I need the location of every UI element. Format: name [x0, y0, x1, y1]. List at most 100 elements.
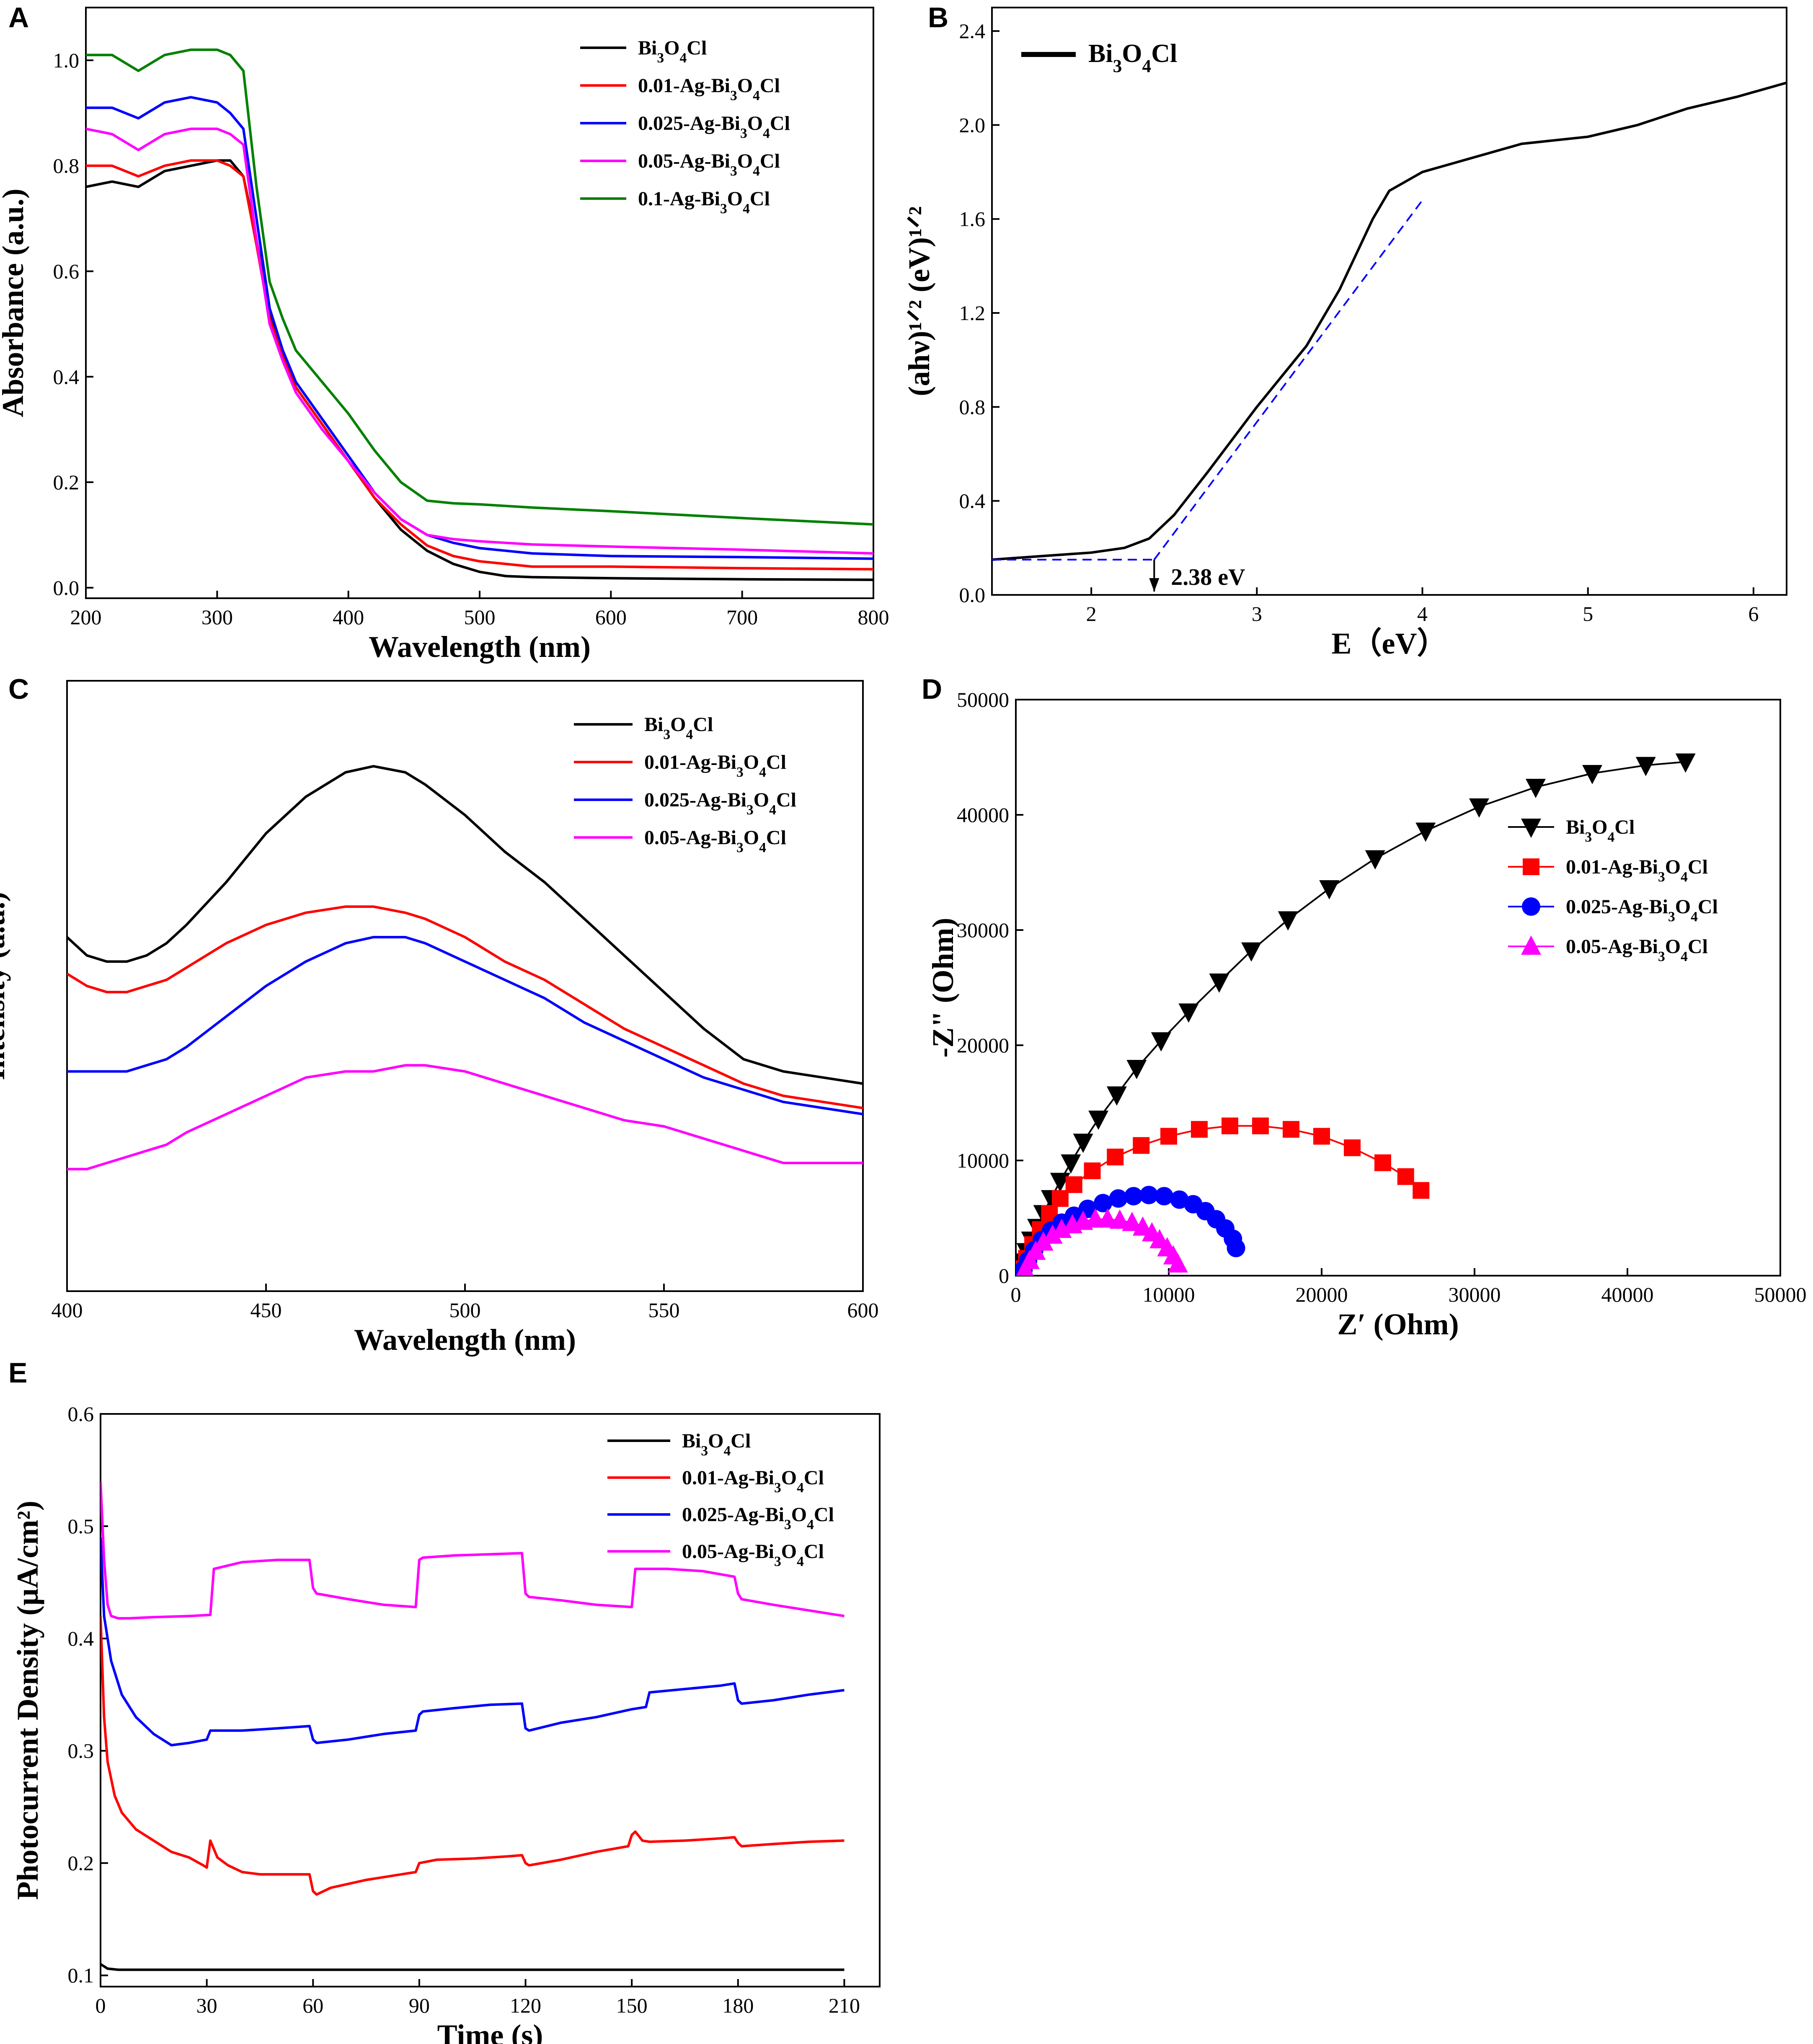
y-axis-label: (ahν)¹ᐟ² (eV)¹ᐟ²: [902, 206, 936, 396]
x-tick-label: 4: [1417, 602, 1428, 625]
x-tick-label: 0: [96, 1994, 106, 2017]
plot-frame: [100, 1413, 881, 1987]
x-axis-label: E（eV）: [1332, 627, 1447, 660]
x-tick-label: 400: [333, 605, 364, 629]
data-point: [1278, 911, 1298, 931]
x-tick-label: 500: [449, 1298, 481, 1322]
x-tick-label: 60: [302, 1994, 323, 2017]
series-line: [67, 935, 863, 1116]
x-tick-label: 50000: [1754, 1283, 1807, 1306]
data-point: [1635, 757, 1656, 776]
x-tick-label: 550: [648, 1298, 680, 1322]
data-point: [1133, 1137, 1150, 1154]
data-point: [1313, 1128, 1330, 1145]
y-tick-label: 0.3: [68, 1739, 94, 1762]
legend-label: 0.025-Ag-Bi3O4Cl: [644, 789, 796, 818]
data-point: [1344, 1139, 1361, 1156]
series-line: [86, 127, 873, 555]
data-point: [1675, 753, 1696, 773]
legend-label: 0.025-Ag-Bi3O4Cl: [682, 1504, 834, 1532]
y-tick-label: 40000: [957, 803, 1009, 827]
x-axis-label: Wavelength (nm): [354, 1323, 576, 1357]
plot-area: [67, 765, 863, 1171]
panel-c: C 400 450 500 550 600 Wavelength (nm) Intensity…: [0, 673, 879, 1357]
plot-frame: [1015, 699, 1781, 1277]
y-tick-label: 0: [999, 1264, 1009, 1287]
x-tick-label: 200: [70, 605, 102, 629]
y-tick-label: 50000: [957, 688, 1009, 711]
legend-label: 0.01-Ag-Bi3O4Cl: [638, 75, 780, 103]
plot-area: [1016, 753, 1696, 1276]
data-point: [1151, 1032, 1171, 1052]
data-point: [1122, 1212, 1142, 1231]
x-tick-label: 3: [1252, 602, 1262, 625]
y-tick-label: 10000: [957, 1149, 1009, 1172]
y-tick-label: 30000: [957, 918, 1009, 942]
y-axis-label: Intensity (a.u.): [0, 892, 11, 1080]
data-point: [1107, 1148, 1124, 1165]
y-axis-label: Absorbance (a.u.): [0, 189, 30, 417]
y-tick-label: 0.4: [959, 489, 986, 513]
data-point: [1167, 1253, 1188, 1273]
y-tick-label: 0.2: [68, 1851, 94, 1875]
series-line: [86, 48, 873, 526]
y-tick-label: 0.6: [53, 259, 80, 283]
data-point: [1094, 1194, 1113, 1212]
y-tick-label: 0.5: [68, 1514, 94, 1538]
legend-marker: [1523, 858, 1539, 875]
x-tick-label: 5: [1583, 602, 1593, 625]
data-point: [1252, 1117, 1269, 1134]
data-point: [1088, 1111, 1109, 1130]
panel-letter-e: E: [8, 1357, 27, 1389]
data-point: [1209, 973, 1229, 993]
y-tick-label: 0.6: [68, 1402, 94, 1426]
legend-label: Bi3O4Cl: [644, 713, 713, 742]
x-tick-label: 6: [1748, 602, 1759, 625]
legend-label: 0.05-Ag-Bi3O4Cl: [638, 150, 780, 179]
x-tick-label: 450: [251, 1298, 282, 1322]
series-line: [86, 159, 873, 571]
legend-marker: [1521, 935, 1541, 955]
y-tick-label: 0.8: [53, 154, 80, 178]
y-tick-label: 2.4: [959, 19, 986, 43]
series-line: [67, 1064, 863, 1171]
x-axis-label: Time (s): [437, 2018, 543, 2044]
panel-d: D 0 10000 20000 30000 40000 50000 0 10000 20000 30…: [922, 673, 1807, 1341]
y-tick-label: 1.6: [959, 207, 986, 231]
legend-label: 0.01-Ag-Bi3O4Cl: [644, 751, 786, 780]
series-line: [86, 96, 873, 560]
legend-label: 0.05-Ag-Bi3O4Cl: [644, 827, 786, 855]
x-tick-label: 210: [829, 1994, 860, 2017]
data-point: [1126, 1060, 1147, 1079]
x-tick-label: 120: [510, 1994, 541, 2017]
x-tick-label: 600: [595, 605, 627, 629]
legend-label: 0.05-Ag-Bi3O4Cl: [1566, 935, 1708, 964]
panel-e: E 0 30 60 90 120 150 180 210 0.1 0.2 0.3 0.4 0.5 0.6 Ti…: [8, 1357, 881, 2044]
y-tick-label: 2.0: [959, 113, 986, 137]
x-tick-label: 300: [201, 605, 233, 629]
x-axis-label: Z′ (Ohm): [1337, 1308, 1459, 1341]
series-line: [101, 1616, 845, 1896]
data-point: [1283, 1121, 1299, 1138]
y-tick-label: 0.4: [53, 365, 80, 388]
svg-text:Bi3O4Cl: Bi3O4Cl: [1088, 39, 1177, 76]
data-point: [1098, 1208, 1118, 1228]
x-tick-label: 20000: [1296, 1283, 1348, 1306]
x-tick-label: 150: [616, 1994, 648, 2017]
x-tick-label: 10000: [1143, 1283, 1195, 1306]
y-tick-label: 0.0: [959, 583, 986, 607]
series-line: [101, 1481, 845, 1620]
x-tick-label: 600: [847, 1298, 879, 1322]
data-point: [1124, 1187, 1143, 1206]
x-tick-label: 90: [409, 1994, 430, 2017]
series-line: [67, 765, 863, 1085]
y-tick-label: 1.0: [53, 49, 80, 72]
data-point: [1582, 765, 1603, 784]
series-line: [101, 1537, 845, 1747]
y-axis-label: -Z" (Ohm): [926, 918, 960, 1058]
data-point: [1160, 1128, 1177, 1145]
legend-label: 0.05-Ag-Bi3O4Cl: [682, 1540, 824, 1569]
legend-label: Bi3O4Cl: [638, 37, 707, 66]
data-point: [1155, 1187, 1174, 1206]
